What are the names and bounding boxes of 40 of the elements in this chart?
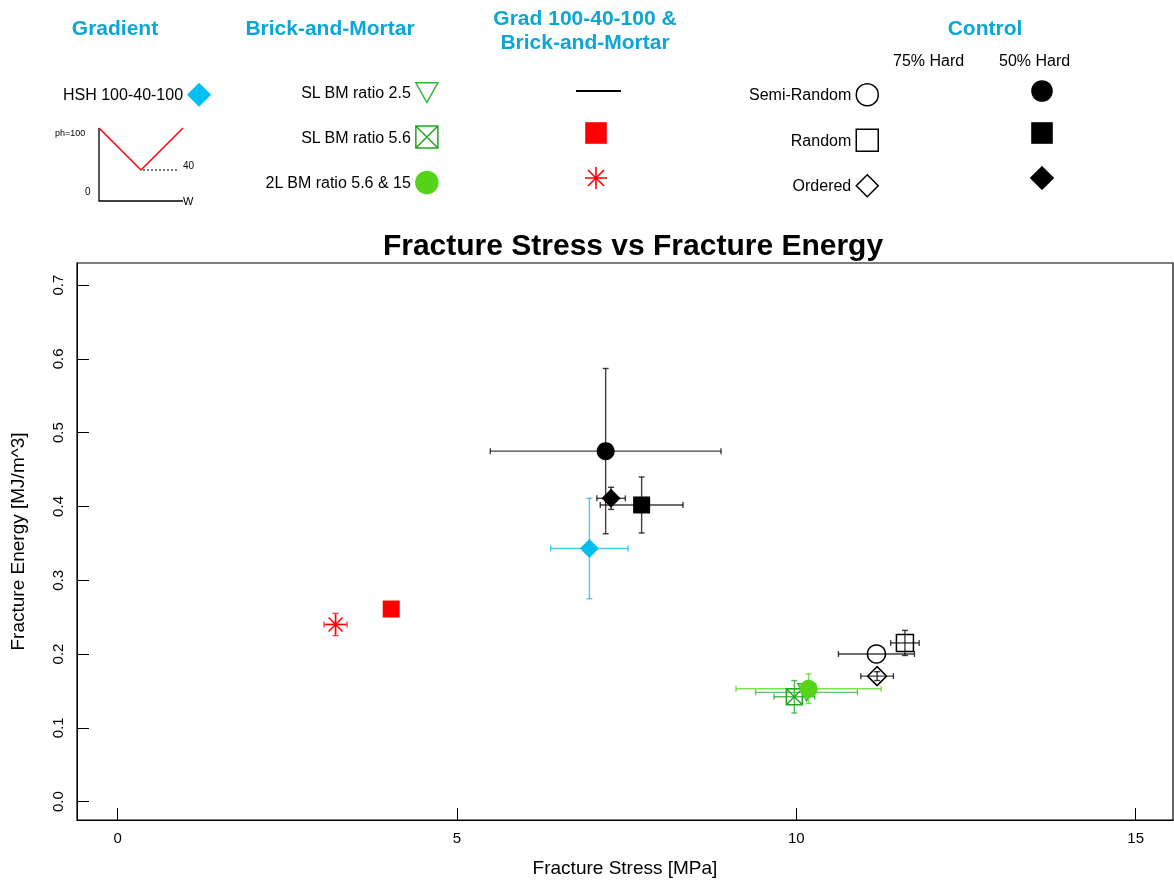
point [579,539,599,559]
point [633,496,651,514]
legend-label: SL BM ratio 2.5 [301,84,411,102]
point [799,679,818,698]
y-tick-label: 0.7 [49,274,66,296]
y-axis-title: Fracture Energy [MJ/m^3] [7,432,28,651]
x-tick-label: 15 [1127,829,1145,846]
legend-label: HSH 100-40-100 [62,86,184,104]
y-tick-label: 0.6 [49,348,66,370]
legend-label: SL BM ratio 5.6 [301,128,411,146]
legend-label: Semi-Random [748,86,852,104]
profile-diagram: ph=100 40 0 W [50,120,200,210]
point [601,488,621,508]
text: 75% Hard [893,52,965,70]
y-tick-label: 0.4 [49,496,66,517]
point [382,600,400,618]
legend-label: Ordered [792,177,852,195]
x-tick-label: 10 [788,829,805,846]
text: Brick-and-Mortar [244,16,416,40]
x-axis-title: Fracture Stress [MPa] [532,857,718,878]
x-tick-label: 0 [113,829,122,846]
text: 50% Hard [999,52,1071,70]
y-tick-label: 0.0 [49,791,66,812]
point [895,633,915,653]
y-tick-label: 0.3 [49,569,66,591]
point [785,688,804,706]
y-tick-label: 0.1 [49,717,66,739]
y-tick-label: 0.5 [49,422,66,444]
point [324,613,347,636]
chart-title: Fracture Stress vs Fracture Energy [382,227,884,261]
x-tick-label: 5 [452,829,462,846]
text: Control [946,16,1024,40]
point [596,442,615,461]
text: Gradient [70,16,160,40]
point [866,644,887,664]
point [866,665,888,687]
text: Grad 100-40-100 & Brick-and-Mortar [492,6,678,54]
legend-label: Random [790,131,852,149]
y-tick-label: 0.2 [49,643,66,665]
legend-label: 2L BM ratio 5.6 & 15 [265,174,411,192]
